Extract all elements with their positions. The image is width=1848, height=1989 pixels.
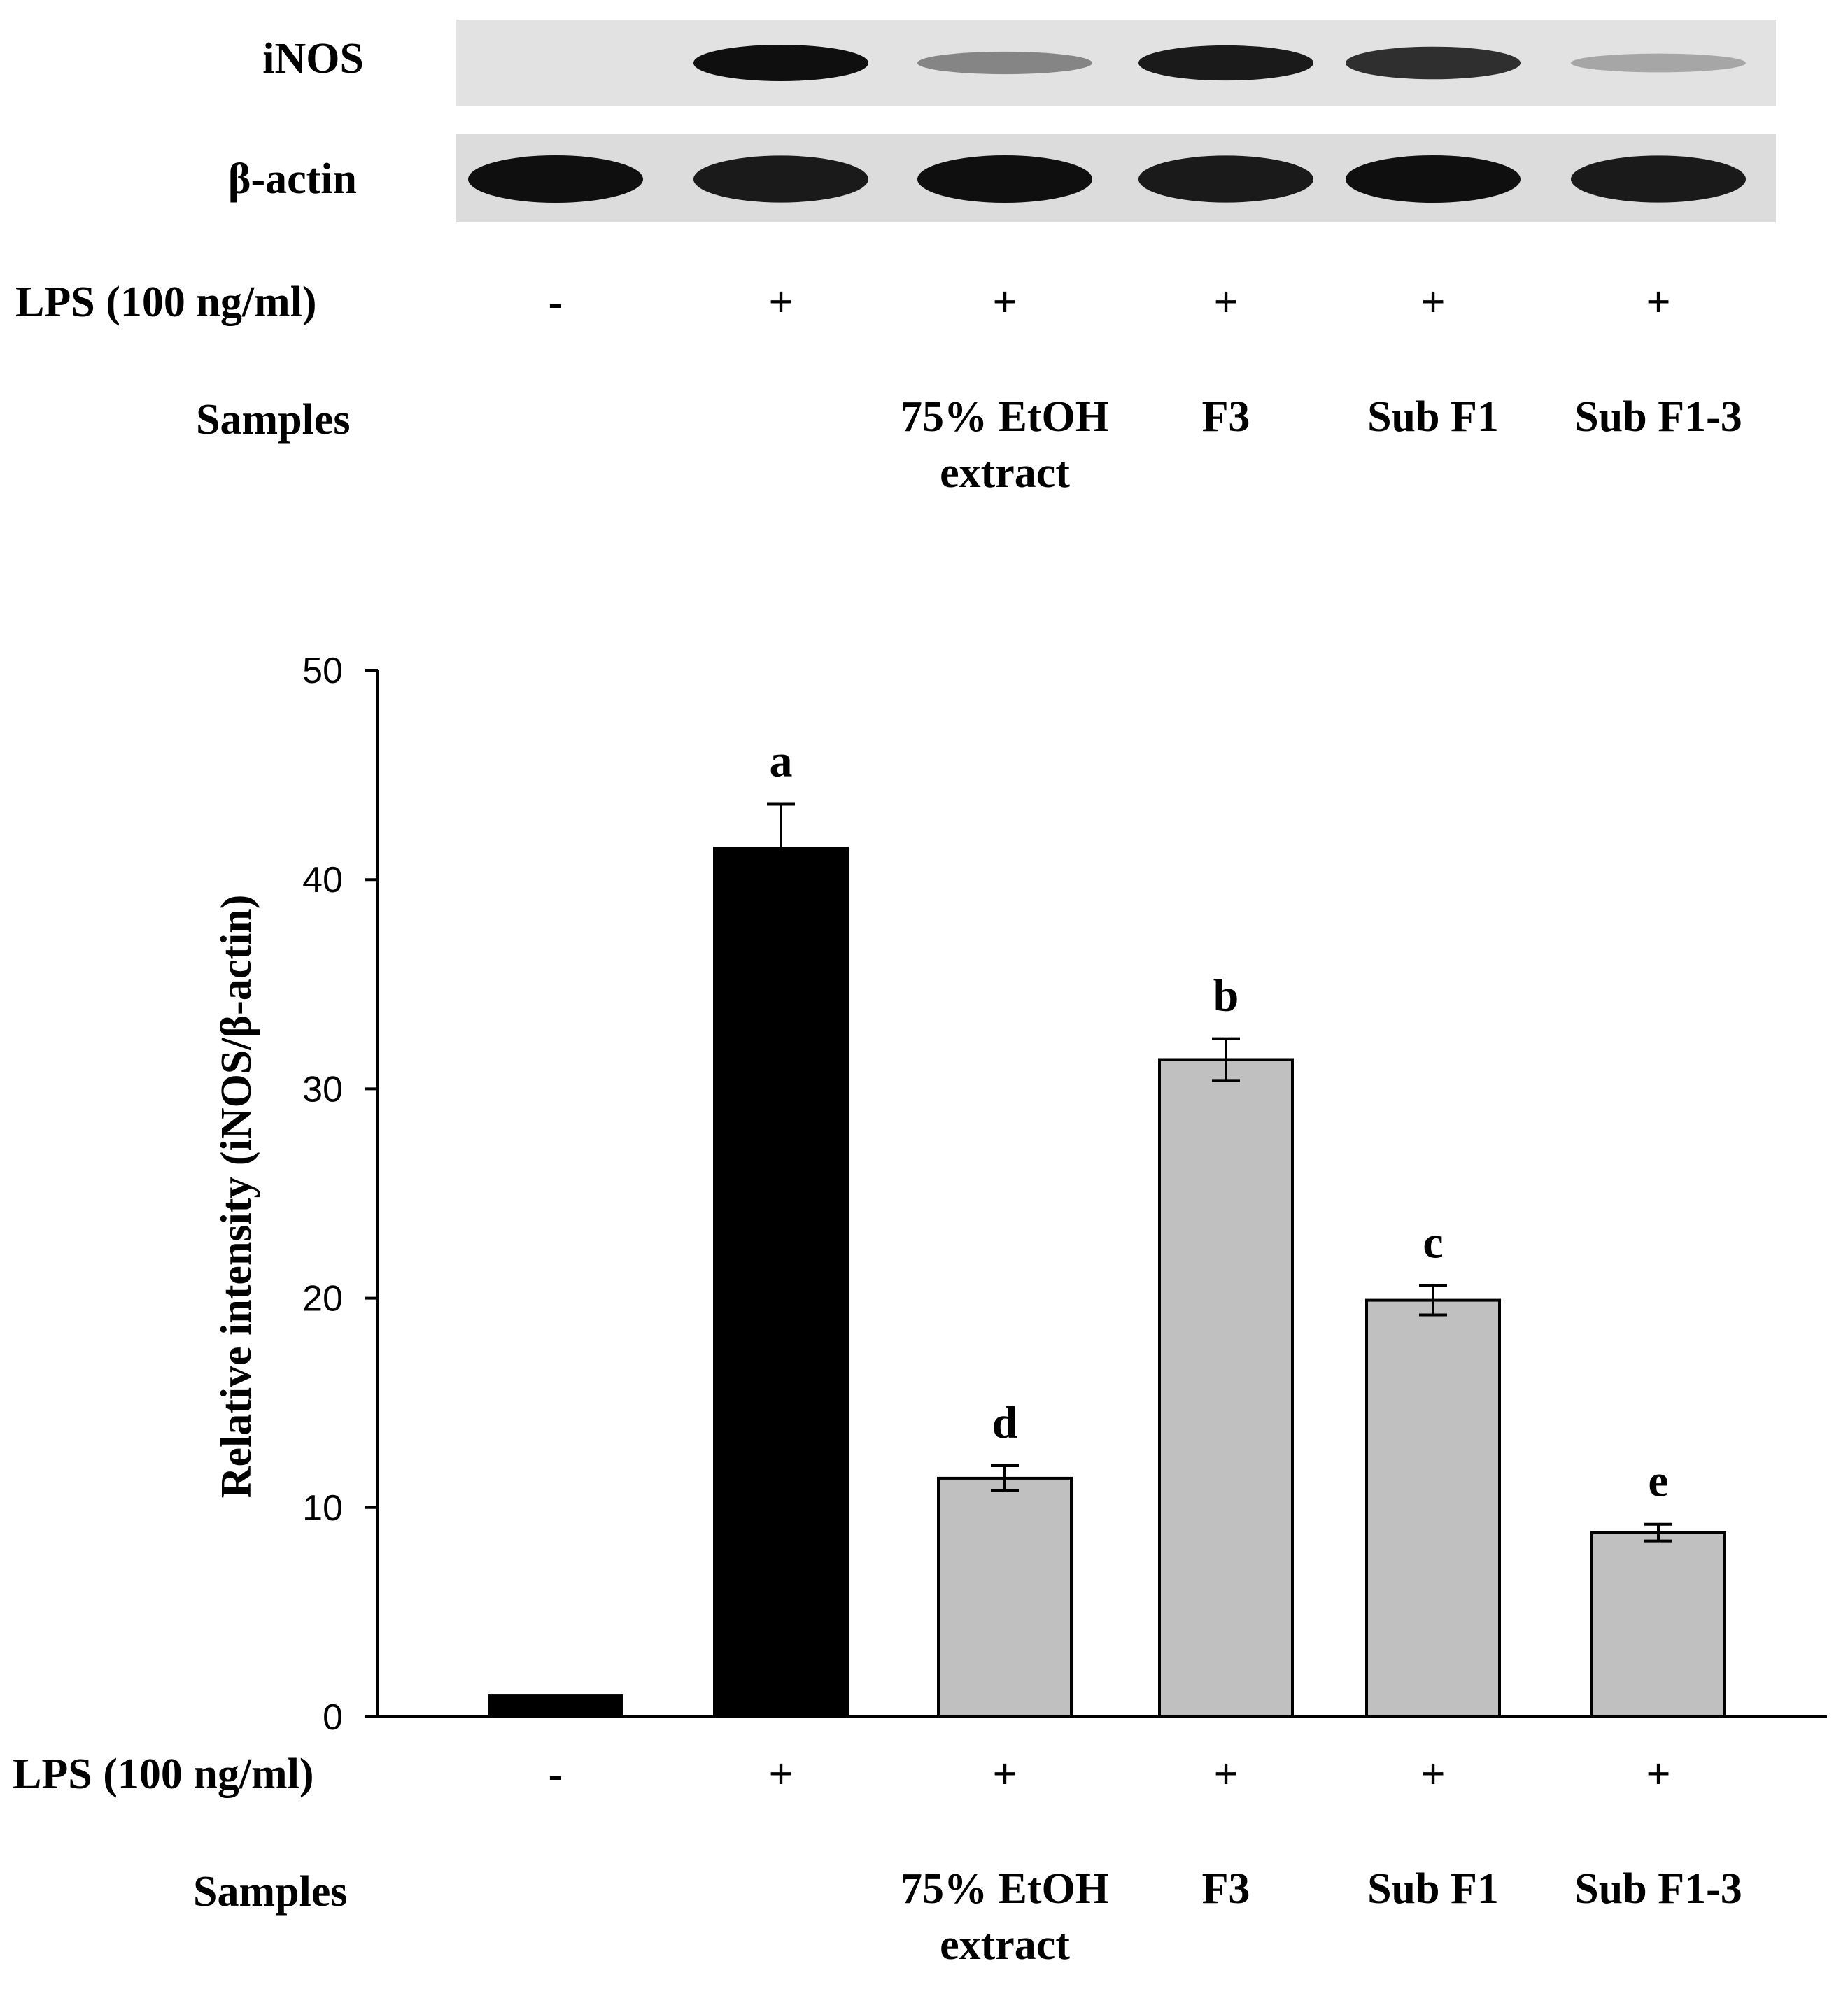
- chart-lps-value-5: +: [1420, 1750, 1445, 1798]
- error-bar-6: [1644, 1522, 1672, 1543]
- significance-letter-a: a: [770, 735, 793, 786]
- blot-lps-value-4: +: [1213, 278, 1238, 326]
- actin-band-4: [1138, 155, 1313, 203]
- y-tick-label-20: 20: [302, 1279, 343, 1319]
- blot-lps-value-3: +: [992, 278, 1017, 326]
- chart-sample-name-4: F3: [1202, 1865, 1250, 1913]
- actin-band-2: [693, 155, 868, 203]
- y-axis-title: Relative intensity (iNOS/β-actin): [213, 895, 260, 1499]
- error-bar-4: [1212, 1037, 1240, 1082]
- chart-lps-value-6: +: [1646, 1750, 1670, 1798]
- inos-band-4: [1138, 45, 1313, 81]
- y-tick-label-0: 0: [323, 1697, 343, 1738]
- chart-sample-name-5: Sub F1: [1367, 1865, 1499, 1913]
- chart-lps-value-1: -: [549, 1750, 563, 1798]
- blot-samples-label: Samples: [196, 396, 350, 444]
- blot-sample-name-3: 75% EtOH extract: [901, 393, 1109, 497]
- significance-letters: a d b c e: [770, 735, 1669, 1506]
- chart-lps-value-3: +: [992, 1750, 1017, 1798]
- inos-band-5: [1346, 46, 1521, 80]
- bars: [488, 847, 1726, 1719]
- actin-blot-strip: [456, 134, 1776, 222]
- actin-bands: [468, 155, 1746, 203]
- actin-band-5: [1346, 155, 1521, 203]
- error-bar-2: [767, 802, 795, 894]
- bar-1: [488, 1694, 623, 1719]
- error-bars: [767, 802, 1672, 1543]
- inos-blot-strip: [456, 20, 1776, 106]
- bar-6: [1590, 1531, 1726, 1719]
- chart-lps-value-2: +: [768, 1750, 793, 1798]
- inos-band-3: [917, 51, 1092, 75]
- western-blot-panel: iNOS β-actin LPS (100 ng/ml) - + + + + + Samp…: [15, 20, 1776, 497]
- y-tick-label-40: 40: [302, 860, 343, 900]
- chart-lps-label: LPS (100 ng/ml): [13, 1750, 314, 1798]
- significance-letter-b: b: [1213, 970, 1239, 1021]
- y-tick-label-50: 50: [302, 651, 343, 691]
- actin-band-3: [917, 155, 1092, 203]
- error-bar-3: [991, 1464, 1019, 1492]
- blot-sample-name-6: Sub F1-3: [1574, 393, 1742, 441]
- significance-letter-e: e: [1648, 1456, 1668, 1507]
- significance-letter-c: c: [1423, 1217, 1443, 1268]
- blot-lps-values: - + + + + +: [549, 278, 1671, 326]
- blot-lps-label: LPS (100 ng/ml): [15, 278, 317, 326]
- blot-lps-value-5: +: [1420, 278, 1445, 326]
- y-tick-label-30: 30: [302, 1069, 343, 1110]
- actin-row-label: β-actin: [228, 155, 357, 203]
- inos-row-label: iNOS: [262, 35, 364, 83]
- actin-band-1: [468, 155, 643, 203]
- chart-sample-name-3: 75% EtOH extract: [901, 1865, 1109, 1969]
- bar-2: [713, 847, 849, 1718]
- significance-letter-d: d: [992, 1397, 1018, 1448]
- bar-5: [1365, 1298, 1501, 1719]
- y-axis: 0 10 20 30 40 50: [302, 651, 379, 1738]
- error-bar-5: [1419, 1284, 1447, 1317]
- chart-lps-value-4: +: [1213, 1750, 1238, 1798]
- chart-lps-values: - + + + + +: [549, 1750, 1671, 1798]
- actin-band-6: [1571, 155, 1746, 203]
- blot-lps-value-1: -: [549, 278, 563, 326]
- blot-lps-value-2: +: [768, 278, 793, 326]
- chart-sample-name-6: Sub F1-3: [1574, 1865, 1742, 1913]
- blot-sample-names: 75% EtOH extract F3 Sub F1 Sub F1-3: [901, 393, 1742, 497]
- chart-sample-names: 75% EtOH extract F3 Sub F1 Sub F1-3: [901, 1865, 1742, 1969]
- blot-sample-name-4: F3: [1202, 393, 1250, 441]
- blot-sample-name-5: Sub F1: [1367, 393, 1499, 441]
- y-tick-label-10: 10: [302, 1488, 343, 1529]
- inos-band-6: [1571, 53, 1746, 73]
- bar-3: [937, 1476, 1073, 1719]
- chart-samples-label: Samples: [193, 1868, 347, 1916]
- inos-bands: [693, 45, 1746, 81]
- bar-4: [1158, 1058, 1294, 1718]
- inos-band-2: [693, 45, 868, 81]
- bar-chart: 0 10 20 30 40 50 a d b c e Relative intensity (iN…: [13, 651, 1827, 1969]
- blot-lps-value-6: +: [1646, 278, 1670, 326]
